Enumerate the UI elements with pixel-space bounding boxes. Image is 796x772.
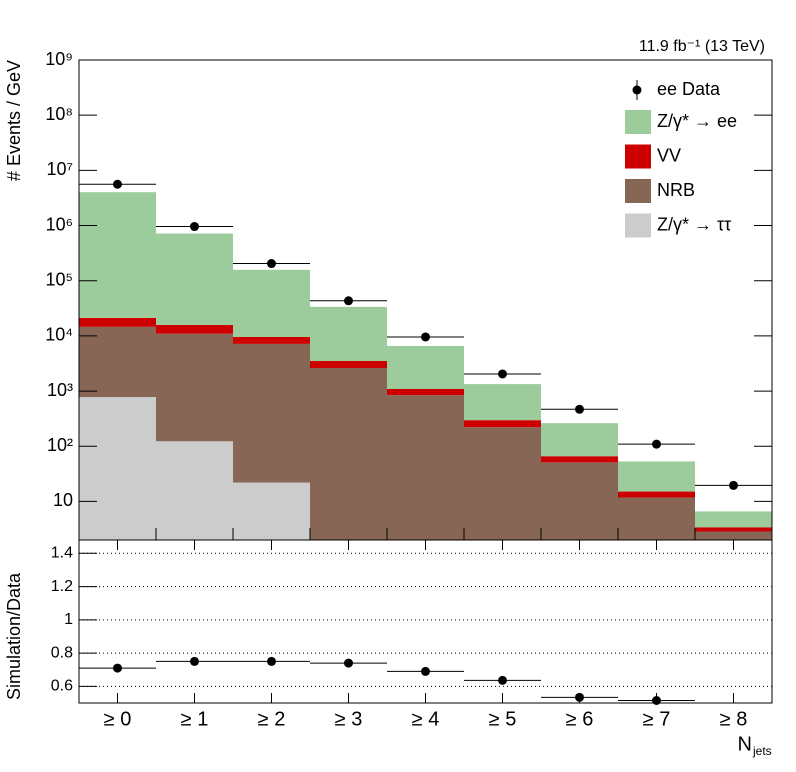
bar-segment <box>618 461 695 492</box>
y-tick-label: 0.8 <box>51 644 73 661</box>
bar-segment <box>233 482 310 540</box>
bar-segment <box>541 456 618 463</box>
x-tick-label: ≥ 4 <box>412 708 440 730</box>
y-tick-label: 1 <box>64 611 73 628</box>
y-tick-label: 10² <box>47 435 73 455</box>
data-point <box>344 296 353 306</box>
bar-segment <box>618 497 695 540</box>
legend-label: VV <box>657 145 681 165</box>
data-point <box>575 404 584 414</box>
bar-segment <box>310 360 387 368</box>
bar-segment <box>695 527 772 532</box>
bar-segment <box>156 233 233 325</box>
data-point <box>190 222 199 232</box>
legend-label: NRB <box>657 180 695 200</box>
x-tick-label: ≥ 5 <box>489 708 517 730</box>
bar-segment <box>310 367 387 540</box>
y-tick-label: 10 <box>53 490 73 510</box>
bar-segment <box>387 389 464 396</box>
bar-segment <box>464 427 541 540</box>
frame <box>78 539 773 704</box>
ratio-point <box>421 666 430 676</box>
bar-segment <box>695 511 772 528</box>
x-tick-label: ≥ 1 <box>181 708 209 730</box>
ratio-point <box>267 656 276 666</box>
legend-swatch <box>625 144 651 169</box>
y-tick-label: 10³ <box>47 380 73 400</box>
legend-marker <box>632 85 642 95</box>
bar-segment <box>233 343 310 483</box>
x-tick-label: ≥ 0 <box>104 708 132 730</box>
legend-swatch <box>625 110 651 134</box>
legend-label: ee Data <box>657 79 721 99</box>
bar-segment <box>233 336 310 344</box>
y-tick-label: 10⁹ <box>45 49 73 69</box>
bar-segment <box>156 333 233 442</box>
y-tick-label: 10⁶ <box>46 214 73 234</box>
bar-segment <box>233 269 310 337</box>
bar-segment <box>387 345 464 390</box>
y-tick-label: 10⁴ <box>45 325 73 345</box>
data-point <box>421 332 430 342</box>
bar-segment <box>541 423 618 457</box>
x-tick-label: ≥ 6 <box>566 708 594 730</box>
data-point <box>113 179 122 189</box>
bar-segment <box>79 317 156 327</box>
x-tick-label: ≥ 3 <box>335 708 363 730</box>
y-tick-label: 1.4 <box>51 545 73 562</box>
ratio-point <box>190 656 199 666</box>
data-point <box>498 369 507 379</box>
bar-segment <box>387 395 464 540</box>
bar-segment <box>618 491 695 498</box>
y-tick-label: 10⁷ <box>46 159 73 179</box>
x-tick-label: ≥ 8 <box>720 708 748 730</box>
header: 11.9 fb⁻¹ (13 TeV) <box>639 38 765 55</box>
ratio-point <box>498 675 507 685</box>
y-tick-label: 10⁸ <box>45 104 73 124</box>
x-axis-label-sub: jets <box>752 744 772 758</box>
bar-segment <box>79 326 156 398</box>
data-point <box>652 439 661 449</box>
legend-swatch <box>625 179 651 203</box>
legend-swatch <box>625 213 651 238</box>
bar-segment <box>79 397 156 540</box>
bar-segment <box>310 306 387 361</box>
ratio-y-axis-label: Simulation/Data <box>4 572 24 700</box>
x-tick-label: ≥ 2 <box>258 708 286 730</box>
y-tick-label: 10⁵ <box>46 269 73 289</box>
bar-segment <box>464 384 541 421</box>
legend-label: Z/γ* → ee <box>657 111 737 131</box>
bar-segment <box>156 441 233 540</box>
ratio-point <box>344 658 353 668</box>
y-tick-label: 0.6 <box>51 678 73 695</box>
data-point <box>729 480 738 490</box>
bar-segment <box>464 420 541 428</box>
bar-segment <box>541 462 618 540</box>
y-axis-label: # Events / GeV <box>4 60 24 181</box>
y-tick-label: 1.2 <box>51 578 73 595</box>
x-tick-label: ≥ 7 <box>643 708 671 730</box>
ratio-point <box>113 663 122 673</box>
bar-segment <box>156 324 233 334</box>
bar-segment <box>695 531 772 540</box>
legend-label: Z/γ* → ττ <box>657 214 731 234</box>
data-point <box>267 259 276 269</box>
x-axis-label: N <box>738 733 752 755</box>
bar-segment <box>79 192 156 318</box>
